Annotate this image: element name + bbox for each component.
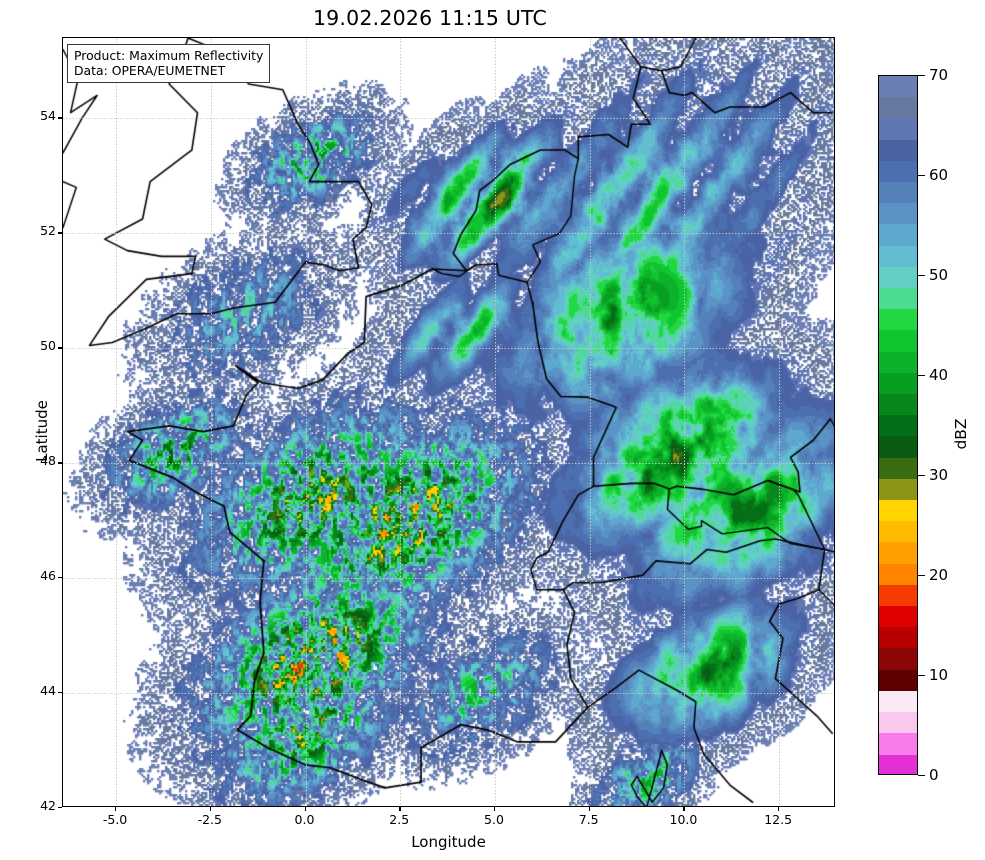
colorbar-tick-label: 0 [929, 766, 939, 784]
y-gridline [63, 578, 834, 580]
y-tickmark [58, 117, 62, 119]
x-gridline [779, 38, 781, 806]
colorbar-band [879, 330, 917, 352]
colorbar-band [879, 139, 917, 161]
colorbar-band [879, 309, 917, 331]
colorbar-band [879, 754, 917, 774]
y-tickmark [58, 232, 62, 234]
colorbar-tickmark [918, 175, 925, 177]
x-tick-label: 5.0 [484, 812, 504, 827]
colorbar-band [879, 712, 917, 734]
colorbar-band [879, 288, 917, 310]
colorbar-band [879, 478, 917, 501]
colorbar-band [879, 266, 917, 289]
x-tick-label: 10.0 [669, 812, 698, 827]
colorbar-band [879, 521, 917, 543]
colorbar-band [879, 415, 917, 437]
radar-reflectivity-canvas [63, 38, 834, 806]
colorbar-tick-label: 10 [929, 666, 949, 684]
y-gridline [63, 348, 834, 350]
colorbar-band [879, 203, 917, 225]
colorbar-band [879, 245, 917, 267]
x-gridline [305, 38, 307, 806]
colorbar-tick-label: 40 [929, 366, 949, 384]
x-gridline [494, 38, 496, 806]
colorbar-tickmark [918, 475, 925, 477]
x-tickmark [778, 807, 780, 811]
x-tickmark [399, 807, 401, 811]
colorbar-tick-label: 20 [929, 566, 949, 584]
x-tick-label: -5.0 [102, 812, 128, 827]
y-tickmark [58, 347, 62, 349]
colorbar-tick-label: 60 [929, 166, 949, 184]
x-tick-label: 2.5 [389, 812, 410, 827]
colorbar-band [879, 351, 917, 373]
colorbar-band [879, 563, 917, 585]
y-tickmark [58, 692, 62, 694]
x-gridline [589, 38, 591, 806]
colorbar-band [879, 97, 917, 119]
x-gridline [116, 38, 118, 806]
colorbar-band [879, 690, 917, 713]
colorbar-band [879, 606, 917, 628]
product-annotation-box: Product: Maximum Reflectivity Data: OPER… [67, 44, 271, 83]
colorbar-band [879, 436, 917, 458]
colorbar-band [879, 733, 917, 755]
annotation-data-line: Data: OPERA/EUMETNET [74, 63, 226, 78]
colorbar-tickmark [918, 775, 925, 777]
colorbar-band [879, 457, 917, 479]
x-tickmark [493, 807, 496, 811]
x-tickmark [115, 807, 117, 811]
y-tickmark [58, 577, 62, 579]
x-tickmark [304, 807, 306, 811]
colorbar-tickmark [918, 375, 925, 377]
colorbar-tick-label: 50 [929, 266, 949, 284]
annotation-product-line: Product: Maximum Reflectivity [74, 48, 264, 63]
colorbar-band [879, 669, 917, 691]
x-tick-label: -2.5 [197, 812, 222, 827]
colorbar-band [879, 394, 917, 416]
colorbar-band [879, 372, 917, 395]
x-gridline [684, 38, 686, 806]
y-gridline [63, 118, 834, 120]
colorbar-band [879, 160, 917, 183]
colorbar-band [879, 118, 917, 140]
colorbar [878, 75, 918, 775]
colorbar-tickmark [918, 75, 925, 77]
colorbar-tick-label: 70 [929, 66, 949, 84]
x-tickmark [683, 807, 685, 811]
colorbar-tickmark [918, 275, 925, 277]
radar-map-plot [62, 37, 835, 807]
colorbar-tickmark [918, 575, 925, 577]
colorbar-band [879, 500, 917, 522]
y-axis-label: Latitude [33, 400, 51, 462]
x-axis-label: Longitude [411, 833, 486, 851]
colorbar-band [879, 182, 917, 204]
x-tickmark [588, 807, 590, 811]
colorbar-band [879, 76, 917, 98]
x-tickmark [209, 807, 212, 811]
y-gridline [63, 463, 834, 465]
colorbar-band [879, 542, 917, 564]
colorbar-band [879, 224, 917, 246]
x-gridline [400, 38, 402, 806]
colorbar-title: dBZ [952, 418, 970, 450]
y-gridline [63, 693, 834, 695]
y-tickmark [58, 462, 62, 464]
colorbar-tick-label: 30 [929, 466, 949, 484]
x-tick-label: 0.0 [294, 812, 315, 827]
colorbar-band [879, 584, 917, 607]
x-gridline [210, 38, 212, 806]
page-title: 19.02.2026 11:15 UTC [312, 6, 548, 30]
colorbar-band [879, 627, 917, 649]
x-tick-label: 12.5 [764, 812, 793, 827]
x-tick-label: 7.5 [578, 812, 599, 827]
colorbar-tickmark [918, 675, 925, 677]
y-gridline [63, 233, 834, 235]
colorbar-band [879, 648, 917, 670]
y-tickmark [58, 807, 62, 809]
